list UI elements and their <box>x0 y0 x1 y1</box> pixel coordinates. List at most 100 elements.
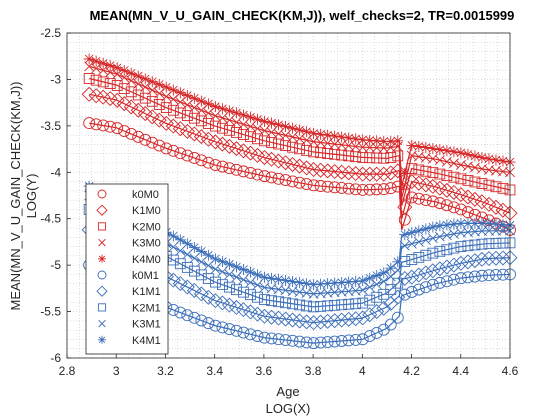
data-point <box>223 162 236 175</box>
data-point <box>273 296 284 308</box>
data-point <box>306 162 322 178</box>
data-point <box>453 255 469 271</box>
data-point <box>336 149 348 161</box>
data-point <box>202 273 214 284</box>
data-point <box>455 147 467 159</box>
data-point <box>441 156 452 167</box>
chart-title: MEAN(MN_V_U_GAIN_CHECK(KM,J)), welf_chec… <box>90 8 515 23</box>
data-point <box>376 300 392 316</box>
x-tick-label: 3.2 <box>157 364 174 378</box>
data-point <box>174 306 187 319</box>
data-point <box>109 92 125 108</box>
data-point <box>237 109 249 121</box>
data-point <box>90 55 102 67</box>
data-point <box>462 217 474 229</box>
y-tick-label: -4.5 <box>40 212 61 226</box>
x-tick-label: 2.8 <box>59 364 76 378</box>
data-point <box>427 143 439 155</box>
data-point <box>495 202 511 218</box>
data-point <box>286 175 299 188</box>
data-point <box>349 183 362 196</box>
data-point <box>181 309 194 322</box>
data-point <box>84 61 95 72</box>
data-point <box>329 148 341 160</box>
data-point <box>476 217 488 229</box>
data-point <box>448 171 460 183</box>
data-point <box>462 148 474 160</box>
data-point <box>160 102 172 114</box>
data-point <box>299 314 315 330</box>
data-point <box>427 221 439 233</box>
data-point <box>300 178 313 191</box>
data-point <box>469 239 481 251</box>
data-point <box>146 136 159 149</box>
data-point <box>329 130 341 142</box>
data-point <box>90 118 103 131</box>
data-point <box>420 249 432 261</box>
data-point <box>237 165 250 178</box>
data-point <box>392 256 404 268</box>
data-point <box>328 181 341 194</box>
data-point <box>279 174 292 187</box>
data-point <box>98 65 109 76</box>
data-point <box>188 112 200 124</box>
legend-box <box>85 183 169 355</box>
data-point <box>272 172 285 185</box>
data-point <box>259 135 270 147</box>
data-point <box>195 314 208 327</box>
data-point <box>91 63 102 74</box>
data-point <box>209 253 221 265</box>
data-point <box>411 267 427 283</box>
data-point <box>385 262 397 274</box>
data-point <box>327 164 343 180</box>
data-point <box>266 137 277 148</box>
data-point <box>238 286 249 298</box>
data-point <box>251 168 264 181</box>
data-point <box>327 313 343 329</box>
data-point <box>440 275 453 288</box>
y-tick-label: -3.5 <box>40 119 61 133</box>
data-point <box>202 156 215 169</box>
data-point <box>483 269 495 282</box>
data-point <box>321 336 334 348</box>
data-point <box>378 267 390 279</box>
data-point <box>88 88 104 104</box>
data-point <box>188 92 200 104</box>
data-point <box>378 276 389 287</box>
data-point <box>271 310 287 326</box>
data-point <box>483 238 495 250</box>
legend-label: K1M1 <box>132 286 161 298</box>
data-point <box>252 123 263 134</box>
data-point <box>252 291 263 303</box>
data-point <box>181 110 193 121</box>
data-point <box>341 165 357 181</box>
data-point <box>231 272 242 283</box>
data-point <box>258 331 271 344</box>
data-point <box>96 204 108 216</box>
data-point <box>322 278 334 290</box>
y-tick-label: -3 <box>50 72 61 86</box>
data-point <box>272 333 285 346</box>
data-point <box>334 164 350 180</box>
legend-item: k0M1 <box>97 270 159 282</box>
data-point <box>447 273 460 286</box>
data-point <box>420 223 432 235</box>
data-point <box>420 142 432 154</box>
data-point <box>252 133 263 145</box>
data-point <box>364 152 376 164</box>
data-point <box>370 326 383 339</box>
data-point <box>490 269 502 281</box>
legend-item: K3M1 <box>98 319 161 331</box>
data-point <box>153 139 166 152</box>
data-point <box>406 227 418 239</box>
data-point <box>364 282 375 293</box>
data-point <box>287 122 299 134</box>
data-point <box>97 222 107 231</box>
legend-item: K1M1 <box>96 285 161 298</box>
data-point <box>154 88 165 99</box>
data-point <box>334 312 350 328</box>
data-point <box>335 335 348 347</box>
data-point <box>231 284 242 296</box>
legend-item: K3M0 <box>98 238 161 250</box>
data-point <box>202 98 214 110</box>
